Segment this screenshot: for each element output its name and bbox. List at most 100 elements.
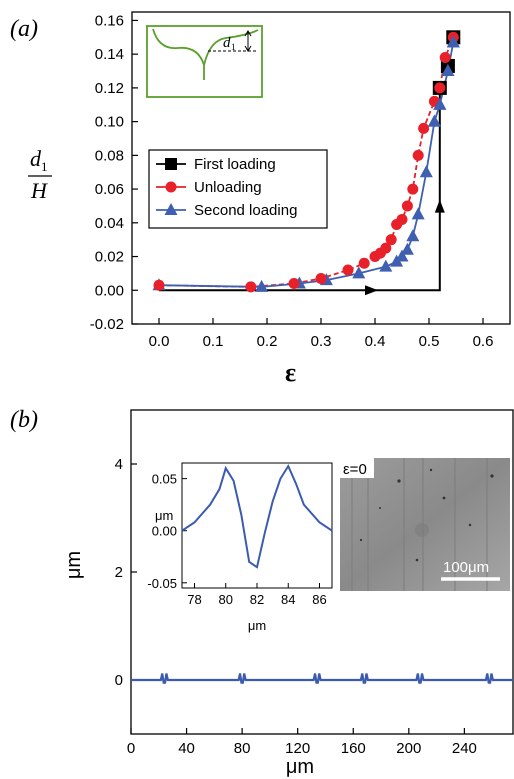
panel-a-label: (a) [10,16,38,42]
panel-b-x-ticks: 0 40 80 120 160 200 240 [127,728,477,757]
x-tick-label: 40 [178,740,195,757]
legend-marker [165,158,177,170]
y-tick-label: 4 [115,456,123,473]
unloading-point [439,52,451,64]
micrograph-specks [359,468,494,562]
unloading-point [315,272,327,284]
panel-a-series [152,30,461,293]
second-loading-point [411,207,425,220]
unloading-point [288,278,300,290]
x-tick-label: 0 [127,740,135,757]
second-loading-point [427,114,441,127]
y-tick-label: 0.16 [95,12,124,29]
scalebar-label: 100μm [443,559,489,576]
x-tick-label: 0.2 [257,333,278,350]
x-tick-label: 0.6 [473,333,494,350]
second-loading-point [419,165,433,178]
unloading-point [418,122,430,134]
inset-d1-label: d [223,35,231,51]
panel-a-x-ticks: 0.0 0.1 0.2 0.3 0.4 0.5 0.6 [149,318,494,350]
y-tick-label: 0.08 [95,147,124,164]
ylabel-numerator: d [30,146,42,171]
unloading-point [396,213,408,225]
x-tick-label: 0.5 [419,333,440,350]
y-tick-label: -0.05 [147,576,177,591]
profile-inset-ylabel: μm [155,508,173,523]
unloading-point [245,281,257,293]
unloading-point [358,257,370,269]
unloading-point [153,279,165,291]
x-tick-label: 0.3 [311,333,332,350]
profile-inset-xlabel: μm [248,618,266,633]
panel-b-ylabel: μm [63,551,85,579]
x-tick-label: 120 [285,740,310,757]
x-tick-label: 0.1 [203,333,224,350]
inset-frame [146,25,263,98]
legend-marker [164,203,178,215]
path-arrow-up [434,199,445,213]
legend-label: Second loading [194,202,297,219]
profile-inset-x-ticks: 78 80 82 84 86 [187,583,327,607]
depth-arrowheads [244,30,252,52]
y-tick-label: -0.02 [90,316,124,333]
x-tick-label: 160 [341,740,366,757]
profile-inset-y-ticks: 0.05 0.00 -0.05 [147,472,187,591]
unloading-point [380,242,392,254]
unloading-point [434,82,446,94]
x-tick-label: 86 [312,592,326,607]
x-tick-label: 240 [452,740,477,757]
second-loading-point [433,97,447,110]
panel-b-xlabel: μm [286,756,314,778]
panel-a-y-ticks: -0.02 0.00 0.02 0.04 0.06 0.08 0.10 0.12 0.14 0.1… [90,12,138,333]
x-tick-label: 0.4 [365,333,386,350]
ylabel-subscript: 1 [41,159,48,174]
unloading-point [412,149,424,161]
indent-diagram-inset: d 1 [146,25,263,98]
unloading-point [342,264,354,276]
panel-b-label: (b) [10,407,38,433]
y-tick-label: 0.10 [95,114,124,131]
x-tick-label: 78 [187,592,201,607]
second-loading-point [255,279,269,292]
panel-a-xlabel: ε [285,358,296,387]
x-tick-label: 0.0 [149,333,170,350]
x-tick-label: 80 [219,592,233,607]
second-loading-point [441,64,455,77]
path-arrow-right [365,285,378,296]
x-tick-label: 82 [250,592,264,607]
indent-profile [152,28,259,80]
panel-b-y-ticks: 0 2 4 [115,456,137,689]
legend-frame [148,149,328,229]
y-tick-label: 0.04 [95,215,124,232]
second-loading-point [400,242,414,255]
image-label-box [340,458,374,478]
x-tick-label: 80 [234,740,251,757]
second-loading-point [352,266,366,279]
inset-d1-subscript: 1 [231,42,236,52]
profile-inset-trace [181,463,333,569]
y-tick-label: 0.14 [95,46,124,63]
y-tick-label: 0.00 [152,524,177,539]
y-tick-label: 2 [115,564,123,581]
legend-label: Unloading [194,179,262,196]
x-tick-label: 200 [396,740,421,757]
y-tick-label: 0.00 [95,282,124,299]
unloading-point [385,234,397,246]
second-loading-point [395,249,409,262]
legend: First loading Unloading Second loading [148,149,328,229]
x-tick-label: 84 [281,592,295,607]
second-loading-point [379,259,393,272]
unloading-point [407,183,419,195]
panel-a-ylabel: d 1 H [28,146,52,203]
profile-inset-frame [181,462,333,589]
y-tick-label: 0.05 [152,472,177,487]
micrograph-image: ε=0 100μm [340,458,510,591]
second-loading-point [406,229,420,242]
ylabel-denominator: H [30,178,48,203]
image-label: ε=0 [343,461,367,478]
profile-inset: 0.05 0.00 -0.05 78 80 82 84 86 μm μm [147,462,333,633]
y-tick-label: 0.12 [95,80,124,97]
surface-profile-trace [131,673,513,684]
y-tick-label: 0.06 [95,181,124,198]
